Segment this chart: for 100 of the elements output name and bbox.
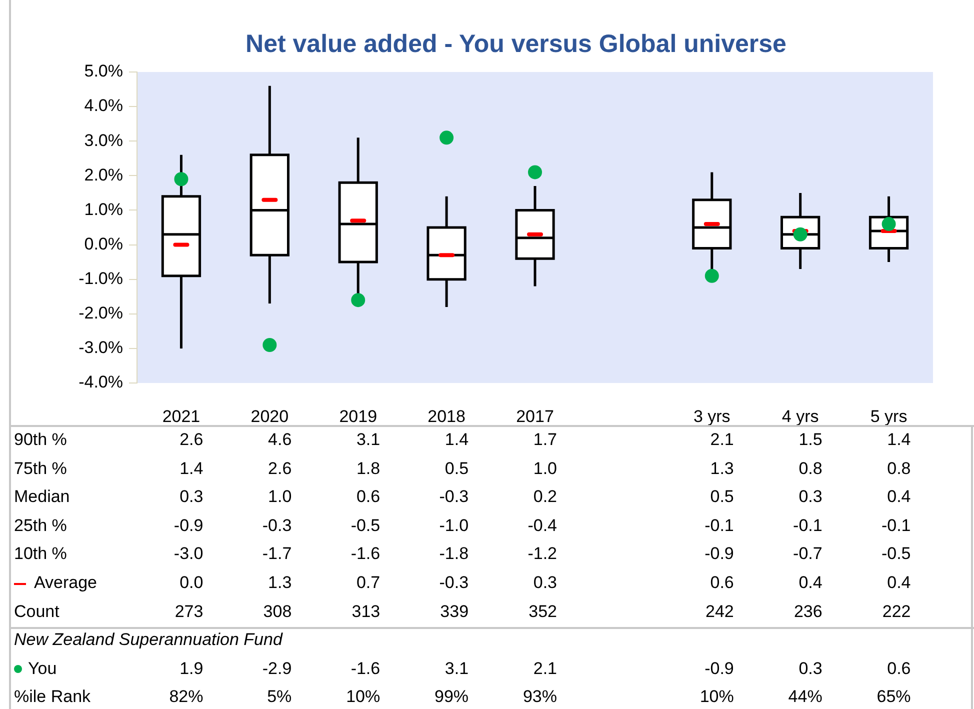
text: 82% — [169, 687, 204, 708]
text: -0.5 — [350, 516, 380, 536]
y-tick-label: -3.0% — [78, 338, 123, 358]
point — [440, 130, 454, 145]
text: 1.4 — [180, 458, 204, 479]
text: 1.3 — [710, 458, 734, 479]
text: -1.0 — [439, 516, 469, 536]
point — [528, 165, 542, 180]
data-label: -0.9 — [704, 658, 734, 679]
text: -0.9 — [174, 516, 204, 536]
data-label: 3.1 — [444, 658, 469, 679]
text: 0.6 — [710, 573, 734, 593]
text: 10th % — [14, 544, 67, 564]
point — [704, 268, 719, 283]
text: 2.6 — [180, 430, 204, 450]
text: 1.5 — [798, 430, 822, 450]
text: 75th % — [14, 458, 67, 479]
text: 1.4 — [444, 430, 469, 450]
text: New Zealand Superannuation Fund — [14, 630, 282, 650]
text: 44% — [788, 687, 822, 708]
data-label: -2.9 — [262, 658, 292, 679]
text: -3.0 — [174, 544, 204, 564]
text: 242 — [706, 602, 734, 622]
y-tick-label: 2.0% — [84, 165, 123, 184]
text: -0.7 — [793, 544, 822, 564]
text: 313 — [352, 602, 380, 622]
legend-label: You — [27, 658, 57, 679]
point — [174, 172, 188, 186]
text: 90th % — [14, 430, 67, 450]
y-tick-label: 3.0% — [84, 130, 123, 150]
text: -1.6 — [350, 544, 380, 564]
text: -0.4 — [528, 516, 557, 536]
text: -0.3 — [262, 516, 292, 536]
text: 2.1 — [710, 430, 734, 450]
text: 2.6 — [268, 458, 292, 479]
y-tick-label: -2.0% — [78, 304, 123, 323]
text: 1.0 — [268, 487, 292, 508]
text: Average — [33, 573, 98, 593]
text: 0.8 — [887, 458, 911, 479]
text: 222 — [882, 602, 911, 622]
point — [262, 338, 277, 352]
chart-title: Net value added - You versus Global universe — [244, 30, 788, 59]
data-label: 2.1 — [533, 658, 557, 679]
y-tick-label: 1.0% — [84, 200, 123, 219]
text: 93% — [522, 687, 557, 708]
text: -0.1 — [881, 516, 911, 536]
text: -1.7 — [262, 544, 292, 564]
text: -0.3 — [439, 573, 469, 593]
text: 4.6 — [268, 430, 292, 450]
text: 1.0 — [533, 458, 557, 479]
text: 308 — [263, 602, 292, 622]
text: 0.3 — [533, 573, 557, 593]
text: 0.8 — [798, 458, 822, 479]
text: -1.2 — [528, 544, 557, 564]
text: 273 — [174, 602, 204, 622]
text: 10% — [700, 687, 734, 708]
data-label: 0.6 — [887, 658, 911, 679]
data-label: 1.9 — [180, 658, 204, 679]
text: Median — [14, 487, 70, 508]
text: 0.5 — [710, 487, 734, 508]
text: 25th % — [14, 516, 67, 536]
text: 5% — [267, 687, 292, 708]
data-label: 0.3 — [798, 658, 822, 679]
text: -0.1 — [793, 516, 822, 536]
text: 0.3 — [798, 487, 822, 508]
text: 352 — [528, 602, 557, 622]
text: 339 — [440, 602, 469, 622]
text: 0.0 — [180, 573, 204, 593]
x-tick-label: 2019 — [339, 406, 378, 426]
text: -0.5 — [881, 544, 911, 564]
text: -0.3 — [439, 487, 469, 508]
text: 1.4 — [887, 430, 911, 450]
text: Count — [14, 602, 60, 622]
text: 0.5 — [444, 458, 469, 479]
y-tick-label: 4.0% — [84, 96, 123, 116]
point — [882, 217, 896, 232]
point — [351, 293, 366, 308]
x-tick-label: 2020 — [250, 406, 289, 426]
y-tick-label: -1.0% — [78, 269, 123, 288]
text: -0.1 — [704, 516, 734, 536]
text: 0.3 — [180, 487, 204, 508]
x-tick-label: 2017 — [516, 406, 554, 426]
text: %ile Rank — [14, 687, 91, 708]
y-tick-label: 0.0% — [84, 234, 123, 254]
y-tick-label: 5.0% — [84, 62, 123, 81]
text: 1.8 — [356, 458, 380, 479]
text: 0.4 — [887, 487, 911, 508]
text: 0.4 — [798, 573, 822, 593]
text: 1.7 — [533, 430, 557, 450]
text: 0.6 — [356, 487, 380, 508]
y-tick-label: -4.0% — [78, 372, 123, 392]
text: -0.9 — [704, 544, 734, 564]
text: 10% — [346, 687, 380, 708]
x-tick-label: 2021 — [162, 406, 200, 426]
text: 236 — [794, 602, 822, 622]
text: 3.1 — [356, 430, 380, 450]
text: 0.2 — [533, 487, 557, 508]
text: 0.4 — [887, 573, 911, 593]
text: -1.8 — [439, 544, 469, 564]
text: 65% — [876, 687, 911, 708]
